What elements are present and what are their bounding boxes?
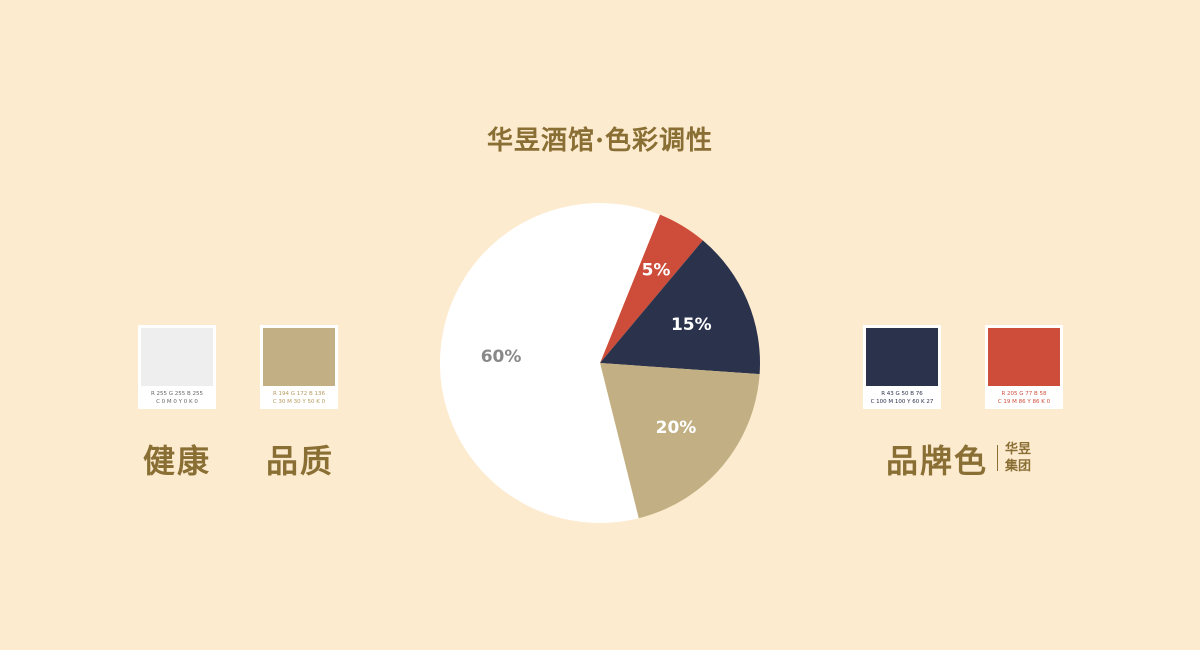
color-chip — [988, 328, 1060, 386]
label-health: 健康 — [143, 442, 212, 480]
pie-slice-5 — [600, 214, 703, 363]
rgb-text: R 255 G 255 B 255 — [150, 391, 204, 397]
pie-slice-60 — [440, 203, 660, 523]
rgb-text: R 205 G 77 B 58 — [1001, 391, 1047, 397]
color-chip — [141, 328, 213, 386]
swatch-tan: R 194 G 172 B 136 C 30 M 30 Y 50 K 0 — [260, 325, 338, 409]
cmyk-text: C 100 M 100 Y 60 K 27 — [870, 399, 934, 405]
swatch-white: R 255 G 255 B 255 C 0 M 0 Y 0 K 0 — [138, 325, 216, 409]
group-line-2: 集团 — [1005, 459, 1032, 474]
slice-label: 15% — [671, 315, 712, 335]
label-brand-color: 品牌色 — [886, 442, 989, 480]
label-quality: 品质 — [266, 442, 335, 480]
cmyk-text: C 30 M 30 Y 50 K 0 — [272, 399, 326, 405]
cmyk-text: C 0 M 0 Y 0 K 0 — [156, 399, 198, 405]
slice-label: 5% — [642, 261, 671, 281]
pie-slice-20 — [600, 363, 760, 519]
cmyk-text: C 19 M 86 Y 86 K 0 — [997, 399, 1051, 405]
slice-label: 60% — [481, 347, 522, 367]
color-chip — [263, 328, 335, 386]
rgb-text: R 194 G 172 B 136 — [272, 391, 326, 397]
swatch-navy: R 43 G 50 B 76 C 100 M 100 Y 60 K 27 — [863, 325, 941, 409]
rgb-text: R 43 G 50 B 76 — [881, 391, 923, 397]
slice-label: 20% — [656, 418, 697, 438]
divider — [997, 445, 998, 471]
group-line-1: 华昱 — [1005, 442, 1032, 457]
swatch-red: R 205 G 77 B 58 C 19 M 86 Y 86 K 0 — [985, 325, 1063, 409]
color-chip — [866, 328, 938, 386]
pie-slice-15 — [600, 240, 760, 375]
page-title: 华昱酒馆·色彩调性 — [486, 126, 714, 156]
group-name: 华昱 集团 — [1005, 441, 1035, 475]
